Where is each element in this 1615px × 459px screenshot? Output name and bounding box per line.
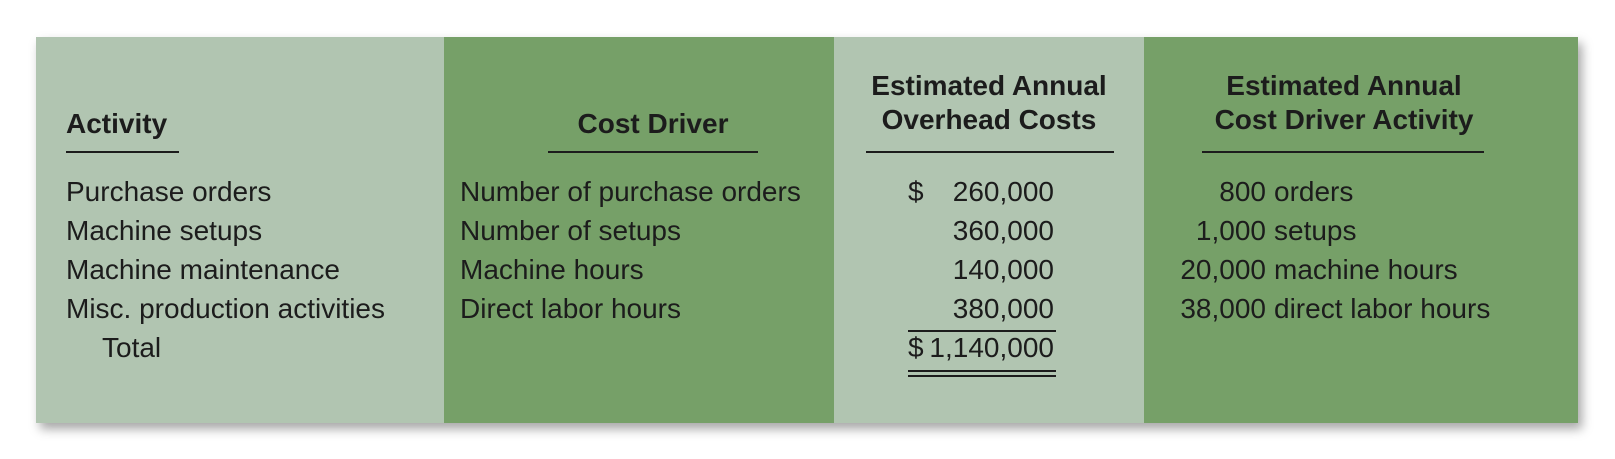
total-overhead-cost: 1,140,000 [929, 332, 1054, 363]
overhead-header-underline [866, 151, 1114, 153]
cost-driver-header-text: Cost Driver [577, 108, 729, 139]
activity-header-text: Activity [66, 108, 168, 139]
cost-driver-header-underline [548, 151, 758, 153]
row-driver-quantity: 800 [1219, 176, 1266, 207]
activity-cost-table: Activity Cost Driver Estimated Annual Ov… [36, 37, 1578, 423]
driver-activity-header-line1: Estimated Annual [1226, 70, 1462, 101]
cost-driver-header: Cost Driver [548, 107, 758, 141]
row-driver-quantity: 20,000 [1180, 254, 1266, 285]
driver-activity-header: Estimated Annual Cost Driver Activity [1199, 69, 1489, 137]
total-double-rule-top [908, 370, 1056, 372]
row-cost-driver: Number of setups [460, 215, 681, 246]
activity-header-underline [66, 151, 179, 153]
driver-activity-header-underline [1202, 151, 1484, 153]
row-activity: Machine maintenance [66, 254, 340, 285]
row-driver-unit: machine hours [1274, 254, 1458, 285]
cost-driver-column-bg [444, 37, 834, 423]
row-activity: Purchase orders [66, 176, 272, 207]
row-driver-unit: direct labor hours [1274, 293, 1491, 324]
driver-activity-header-line2: Cost Driver Activity [1214, 104, 1474, 135]
row-driver-unit: orders [1274, 176, 1354, 207]
row-driver-unit: setups [1274, 215, 1357, 246]
subtotal-rule [908, 330, 1056, 332]
row-cost-driver: Direct labor hours [460, 293, 681, 324]
row-activity: Machine setups [66, 215, 263, 246]
row-driver-quantity: 38,000 [1180, 293, 1266, 324]
activity-column-bg [36, 37, 444, 423]
row-cost-driver: Number of purchase orders [460, 176, 801, 207]
row-overhead-cost: 360,000 [952, 215, 1054, 246]
activity-header: Activity [66, 107, 167, 141]
overhead-header-line2: Overhead Costs [881, 104, 1097, 135]
total-double-rule-bottom [908, 375, 1056, 377]
row-overhead-cost: 260,000 [952, 176, 1054, 207]
row-overhead-cost: 380,000 [952, 293, 1054, 324]
total-label: Total [102, 332, 162, 363]
overhead-header: Estimated Annual Overhead Costs [864, 69, 1114, 137]
overhead-header-line1: Estimated Annual [871, 70, 1107, 101]
row-currency-symbol: $ [908, 176, 924, 207]
total-currency-symbol: $ [908, 332, 924, 363]
row-activity: Misc. production activities [66, 293, 386, 324]
row-overhead-cost: 140,000 [952, 254, 1054, 285]
row-cost-driver: Machine hours [460, 254, 644, 285]
row-driver-quantity: 1,000 [1195, 215, 1266, 246]
overhead-column-bg [834, 37, 1144, 423]
driver-activity-column-bg [1144, 37, 1578, 423]
